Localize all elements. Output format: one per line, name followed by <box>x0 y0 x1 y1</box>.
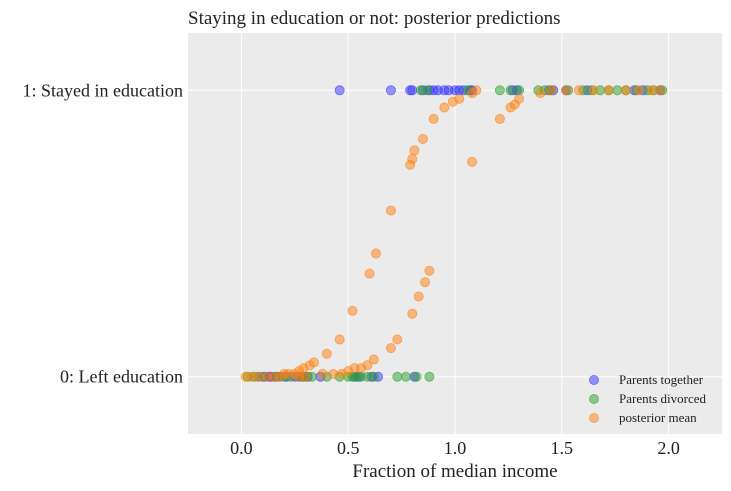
data-point <box>471 85 482 96</box>
data-point <box>385 205 396 216</box>
data-point <box>505 85 516 96</box>
data-point <box>309 357 320 368</box>
x-tick-label: 2.0 <box>657 438 680 458</box>
x-axis-ticks: 0.0 0.5 1.0 1.5 2.0 <box>230 438 680 458</box>
data-point <box>368 371 379 382</box>
data-point <box>407 85 418 96</box>
data-point <box>328 368 339 379</box>
x-tick-label: 1.5 <box>551 438 574 458</box>
data-point <box>317 368 328 379</box>
data-point <box>407 154 418 165</box>
data-point <box>392 334 403 345</box>
data-point <box>368 354 379 365</box>
data-point <box>347 305 358 316</box>
data-point <box>334 85 345 96</box>
data-point <box>300 371 311 382</box>
data-point <box>370 248 381 259</box>
data-point <box>413 291 424 302</box>
data-point <box>253 371 264 382</box>
legend-marker <box>589 393 600 404</box>
data-point <box>424 265 435 276</box>
data-point <box>494 85 505 96</box>
data-point <box>428 113 439 124</box>
data-point <box>588 85 599 96</box>
data-point <box>535 88 546 99</box>
data-points <box>240 85 668 382</box>
chart-title: Staying in education or not: posterior p… <box>188 8 561 29</box>
data-point <box>364 268 375 279</box>
legend-label: Parents divorced <box>619 391 707 406</box>
data-point <box>546 85 557 96</box>
data-point <box>573 85 584 96</box>
y-axis-ticks: 0: Left education 1: Stayed in education <box>23 80 183 386</box>
data-point <box>385 343 396 354</box>
data-point <box>494 113 505 124</box>
data-point <box>612 85 623 96</box>
data-point <box>334 334 345 345</box>
data-point <box>407 308 418 319</box>
data-point <box>400 371 411 382</box>
series-2 <box>240 85 666 382</box>
legend-marker <box>589 374 600 385</box>
legend-label: posterior mean <box>619 410 697 425</box>
legend-marker <box>589 412 600 423</box>
data-point <box>385 85 396 96</box>
legend-label: Parents together <box>619 372 704 387</box>
x-tick-label: 0.5 <box>337 438 360 458</box>
data-point <box>646 85 657 96</box>
data-point <box>422 85 433 96</box>
y-tick-label: 0: Left education <box>60 367 183 387</box>
data-point <box>362 360 373 371</box>
data-point <box>467 156 478 167</box>
data-point <box>420 277 431 288</box>
data-point <box>561 85 572 96</box>
data-point <box>655 85 666 96</box>
data-point <box>603 85 614 96</box>
data-point <box>514 93 525 104</box>
data-point <box>411 371 422 382</box>
data-point <box>417 133 428 144</box>
data-point <box>454 93 465 104</box>
data-point <box>633 85 644 96</box>
data-point <box>620 85 631 96</box>
data-point <box>409 145 420 156</box>
x-tick-label: 0.0 <box>230 438 253 458</box>
y-tick-label: 1: Stayed in education <box>23 80 183 100</box>
x-axis-label: Fraction of median income <box>352 461 557 482</box>
data-point <box>424 371 435 382</box>
data-point <box>439 102 450 113</box>
data-point <box>514 85 525 96</box>
data-point <box>392 371 403 382</box>
x-tick-label: 1.0 <box>444 438 467 458</box>
data-point <box>321 348 332 359</box>
legend: Parents together Parents divorced posterio… <box>589 372 707 425</box>
